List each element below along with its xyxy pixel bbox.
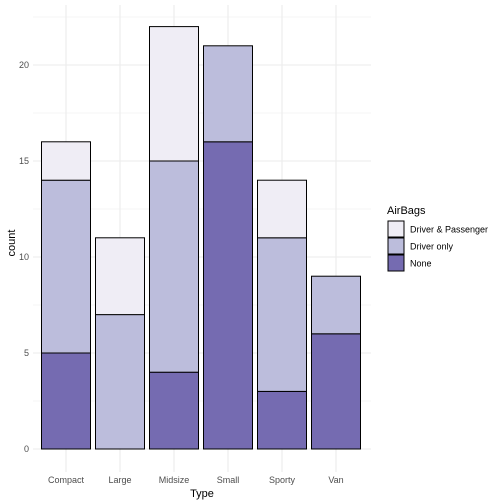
bar-van-driver-only — [311, 275, 361, 335]
bars — [41, 26, 361, 450]
x-tick-label: Sporty — [269, 475, 296, 485]
legend-label: None — [410, 259, 432, 269]
x-tick-label: Small — [217, 475, 240, 485]
bar-compact-driver-only — [41, 179, 91, 354]
y-tick-labels: 0 5 10 15 20 — [19, 60, 29, 454]
bar-small-none — [203, 141, 253, 450]
bar-sporty-none — [257, 390, 307, 450]
bar-small-driver-only — [203, 45, 253, 143]
legend-title: AirBags — [387, 205, 426, 217]
x-axis-title: Type — [190, 488, 214, 500]
x-tick-label: Midsize — [159, 475, 190, 485]
legend-key-driver-passenger — [387, 220, 405, 238]
bar-sporty-driver-passenger — [257, 179, 307, 239]
y-tick-label: 15 — [19, 156, 29, 166]
legend-key-driver-only — [387, 237, 405, 255]
bar-midsize-driver-passenger — [149, 26, 199, 162]
bar-large-driver-only — [95, 314, 145, 450]
y-tick-label: 5 — [24, 348, 29, 358]
bar-large-driver-passenger — [95, 237, 145, 316]
x-tick-label: Large — [108, 475, 131, 485]
legend-label: Driver only — [410, 242, 454, 252]
y-tick-label: 10 — [19, 252, 29, 262]
bar-van-none — [311, 333, 361, 450]
bar-compact-none — [41, 352, 91, 450]
x-tick-label: Van — [328, 475, 343, 485]
legend-label: Driver & Passenger — [410, 225, 488, 235]
legend-key-none — [387, 254, 405, 272]
bar-compact-driver-passenger — [41, 141, 91, 181]
bar-midsize-driver-only — [149, 160, 199, 373]
bar-sporty-driver-only — [257, 237, 307, 392]
legend: AirBags Driver & Passenger Driver only Non… — [387, 205, 488, 272]
x-tick-label: Compact — [48, 475, 85, 485]
y-tick-label: 0 — [24, 444, 29, 454]
y-tick-label: 20 — [19, 60, 29, 70]
bar-midsize-none — [149, 371, 199, 450]
x-tick-labels: Compact Large Midsize Small Sporty Van — [48, 475, 344, 485]
y-axis-title: count — [6, 230, 18, 257]
